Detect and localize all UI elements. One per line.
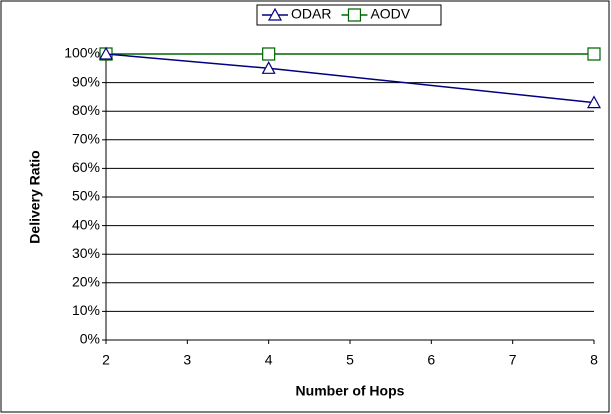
x-tick-label: 5 [346, 352, 354, 368]
x-tick-label: 2 [102, 352, 110, 368]
y-tick-label: 90% [72, 73, 100, 89]
y-tick-label: 70% [72, 131, 100, 147]
x-tick-label: 3 [183, 352, 191, 368]
data-point [262, 47, 276, 61]
y-tick-label: 30% [72, 245, 100, 261]
x-tick-label: 6 [427, 352, 435, 368]
y-tick-label: 50% [72, 188, 100, 204]
y-tick-label: 60% [72, 159, 100, 175]
y-tick-label: 0% [80, 331, 100, 347]
legend-label: AODV [370, 6, 410, 22]
x-tick-label: 4 [265, 352, 273, 368]
y-tick-label: 20% [72, 274, 100, 290]
y-tick-label: 40% [72, 216, 100, 232]
y-tick-label: 100% [64, 45, 100, 61]
y-axis-label: Delivery Ratio [27, 150, 43, 243]
legend-label: ODAR [291, 6, 331, 22]
x-tick-label: 7 [509, 352, 517, 368]
legend-marker [267, 7, 283, 21]
y-tick-label: 80% [72, 102, 100, 118]
data-point [98, 46, 114, 60]
data-point [261, 61, 276, 74]
y-tick-label: 10% [72, 302, 100, 318]
legend-marker [347, 8, 362, 22]
x-tick-label: 8 [590, 352, 598, 368]
data-point [586, 95, 602, 109]
x-axis-label: Number of Hops [296, 383, 405, 399]
data-point [587, 47, 601, 61]
